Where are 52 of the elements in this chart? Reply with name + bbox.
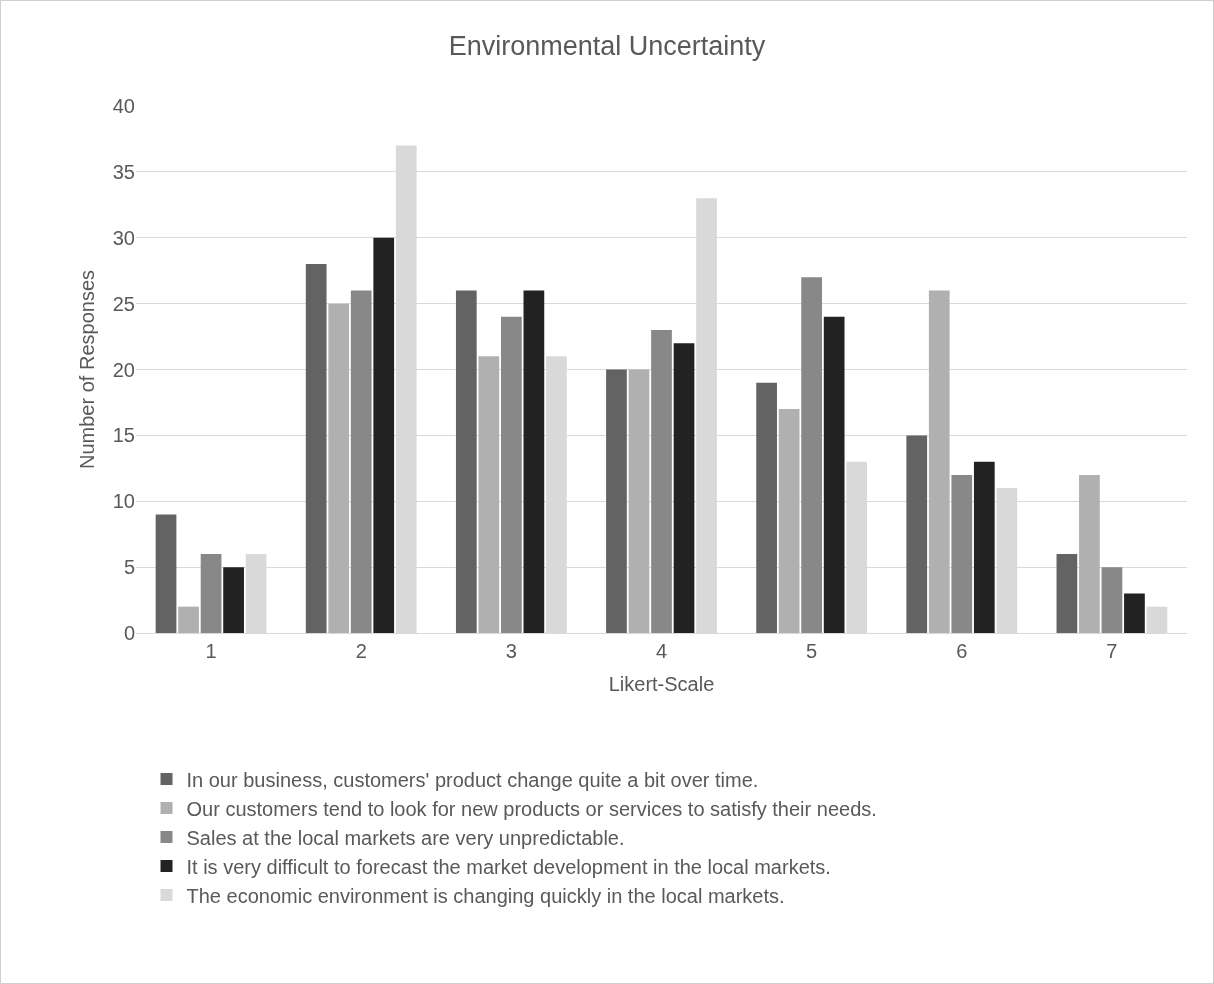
bar	[478, 356, 500, 633]
x-tick-label: 2	[355, 640, 367, 662]
legend-label: The economic environment is changing quickly in the local markets.	[186, 884, 785, 907]
bar	[223, 567, 244, 633]
y-tick-label: 25	[112, 292, 135, 315]
bar	[673, 343, 695, 633]
y-tick-label: 20	[112, 358, 135, 381]
bar	[455, 290, 477, 633]
bar	[651, 329, 672, 633]
bar	[823, 316, 845, 633]
bar	[305, 264, 327, 633]
bar	[1056, 553, 1078, 633]
legend-label: Our customers tend to look for new products or services to satisfy their needs.	[186, 797, 877, 820]
bar	[1101, 567, 1123, 633]
legend-label: Sales at the local markets are very unpredictable.	[186, 826, 625, 849]
y-tick-label: 30	[112, 226, 135, 249]
bar	[501, 316, 522, 633]
y-tick-label: 15	[112, 424, 135, 447]
x-tick-label: 6	[956, 640, 968, 662]
y-tick-label: 35	[112, 160, 135, 183]
bar	[778, 409, 800, 633]
bar	[350, 290, 372, 633]
y-tick-label: 0	[123, 622, 135, 644]
bar	[523, 290, 545, 633]
bar	[200, 553, 222, 633]
legend-label: It is very difficult to forecast the market development in the local markets.	[186, 855, 831, 878]
bar	[801, 277, 822, 633]
bar	[155, 514, 177, 633]
x-tick-label: 3	[505, 640, 517, 662]
y-tick-label: 40	[112, 95, 135, 117]
bar	[328, 303, 350, 633]
bar	[1079, 474, 1100, 633]
bar	[628, 369, 650, 633]
y-axis-title: Number of Responses	[76, 270, 99, 469]
bar	[606, 369, 627, 633]
bar	[973, 461, 995, 633]
legend-label: In our business, customers' product change quite a bit over time.	[186, 768, 759, 791]
x-tick-label: 7	[1106, 640, 1118, 662]
y-tick-label: 10	[112, 490, 135, 513]
chart-title: Environmental Uncertainty	[448, 30, 766, 61]
x-tick-label: 1	[205, 640, 217, 662]
bar	[1124, 593, 1145, 633]
bar	[756, 382, 777, 633]
x-axis-title: Likert-Scale	[608, 672, 715, 695]
bar	[373, 237, 395, 633]
bar	[178, 606, 199, 633]
bar	[951, 474, 973, 633]
x-tick-label: 4	[655, 640, 668, 662]
y-tick-label: 5	[123, 556, 135, 579]
bar	[906, 435, 928, 633]
x-tick-label: 5	[806, 640, 818, 662]
bar	[928, 290, 950, 633]
